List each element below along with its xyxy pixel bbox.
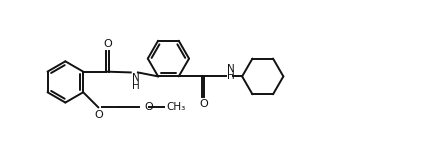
Text: O: O bbox=[144, 102, 153, 112]
Text: O: O bbox=[199, 99, 208, 109]
Text: O: O bbox=[103, 39, 112, 49]
Text: N: N bbox=[131, 73, 139, 83]
Text: O: O bbox=[94, 110, 103, 120]
Text: H: H bbox=[227, 71, 235, 81]
Text: CH₃: CH₃ bbox=[166, 102, 185, 112]
Text: N: N bbox=[227, 64, 235, 74]
Text: H: H bbox=[131, 81, 139, 91]
